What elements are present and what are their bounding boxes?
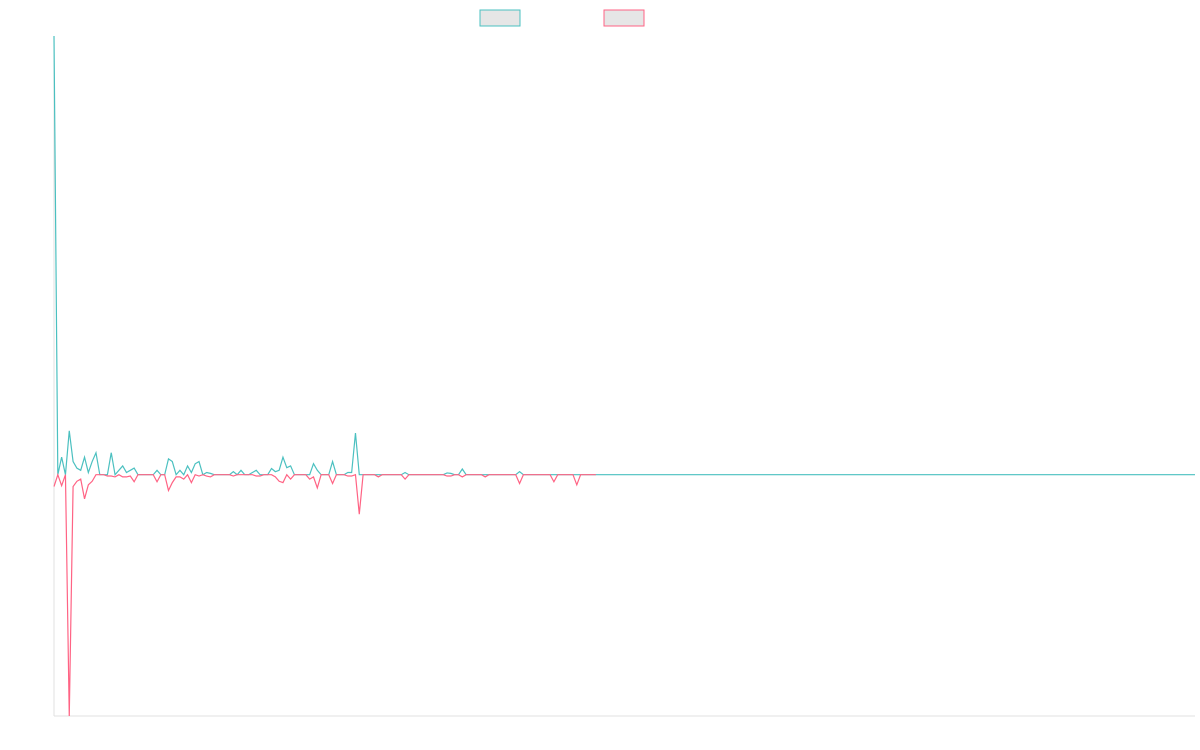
data-line <box>53 472 596 717</box>
legend-swatch <box>479 9 521 27</box>
legend-swatch <box>603 9 645 27</box>
data-line <box>53 35 1195 477</box>
